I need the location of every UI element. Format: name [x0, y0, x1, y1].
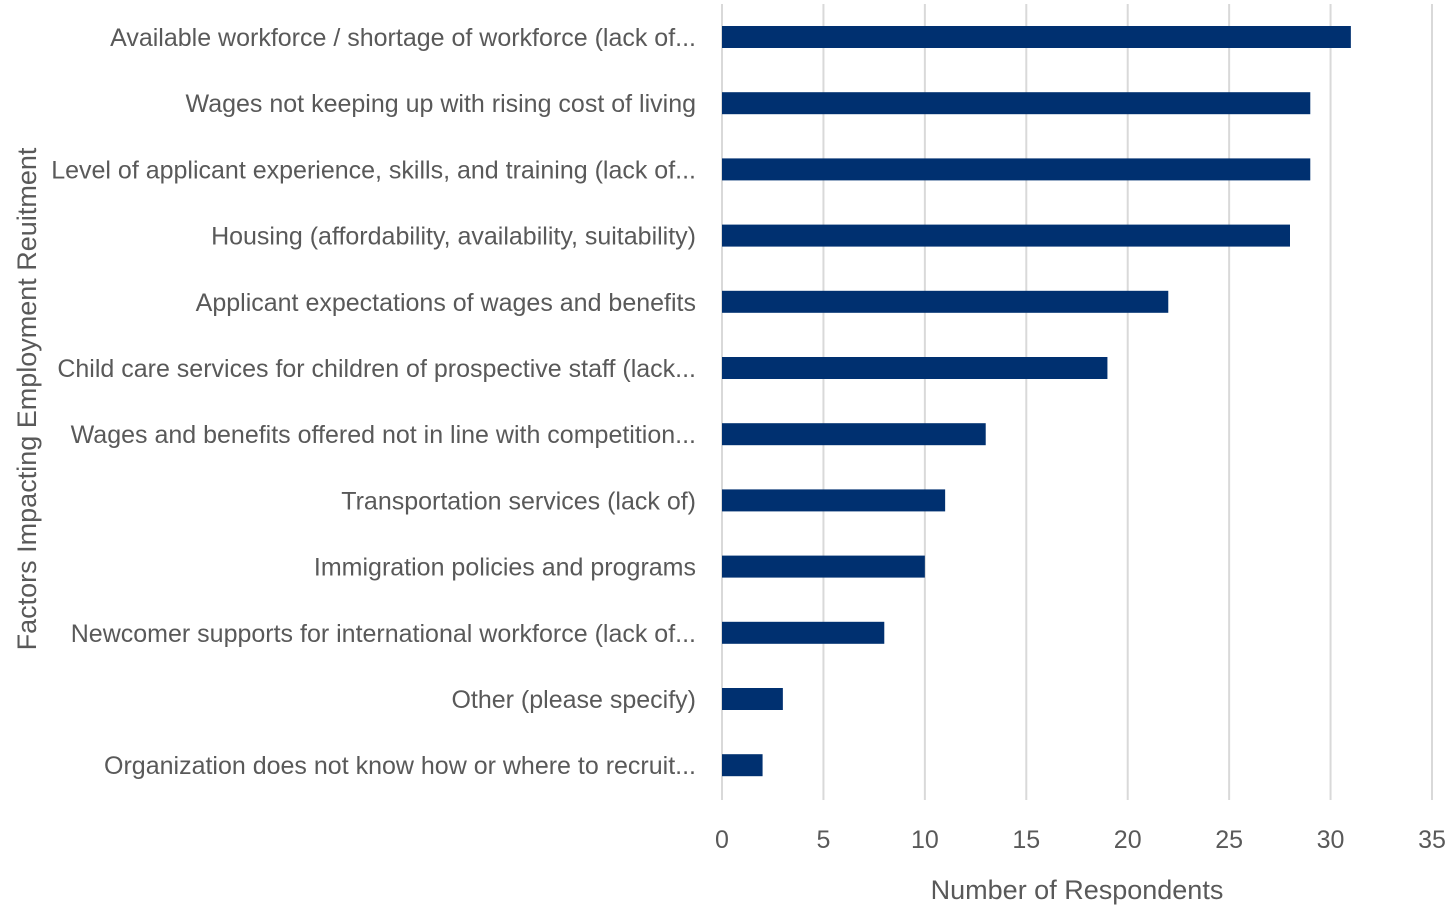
gridlines	[721, 4, 1433, 800]
category-labels: Available workforce / shortage of workfo…	[51, 24, 696, 780]
category-label: Immigration policies and programs	[314, 554, 696, 582]
bar	[722, 489, 946, 512]
bars	[722, 26, 1351, 777]
bar	[722, 555, 925, 578]
category-label: Applicant expectations of wages and bene…	[196, 289, 696, 317]
x-axis-title: Number of Respondents	[931, 875, 1224, 905]
category-label: Housing (affordability, availability, su…	[211, 223, 696, 251]
x-tick-label: 25	[1215, 826, 1243, 854]
bar	[722, 754, 763, 777]
bar	[722, 290, 1169, 313]
category-label: Wages not keeping up with rising cost of…	[186, 90, 696, 118]
bar	[722, 423, 986, 446]
bar	[722, 158, 1311, 181]
bar	[722, 621, 885, 644]
x-tick-labels: 0 5 10 15 20 25 30 35	[715, 826, 1446, 854]
bar	[722, 26, 1351, 48]
x-tick-label: 10	[911, 826, 939, 854]
x-tick-label: 0	[715, 826, 729, 854]
category-label: Newcomer supports for international work…	[71, 620, 696, 648]
category-label: Available workforce / shortage of workfo…	[110, 24, 696, 52]
category-label: Child care services for children of pros…	[57, 355, 696, 383]
category-label: Level of applicant experience, skills, a…	[51, 156, 696, 184]
x-tick-label: 35	[1418, 826, 1446, 854]
y-axis-title: Factors Impacting Employment Reuitment	[12, 147, 42, 650]
category-label: Other (please specify)	[451, 686, 696, 714]
bar	[722, 92, 1311, 115]
bar	[722, 224, 1290, 247]
category-label: Organization does not know how or where …	[104, 752, 696, 780]
bar	[722, 357, 1108, 379]
x-tick-label: 30	[1317, 826, 1345, 854]
category-label: Wages and benefits offered not in line w…	[71, 421, 696, 449]
category-label: Transportation services (lack of)	[341, 487, 696, 515]
bar	[722, 688, 783, 710]
x-tick-label: 5	[816, 826, 830, 854]
x-tick-label: 20	[1114, 826, 1142, 854]
x-tick-label: 15	[1012, 826, 1040, 854]
